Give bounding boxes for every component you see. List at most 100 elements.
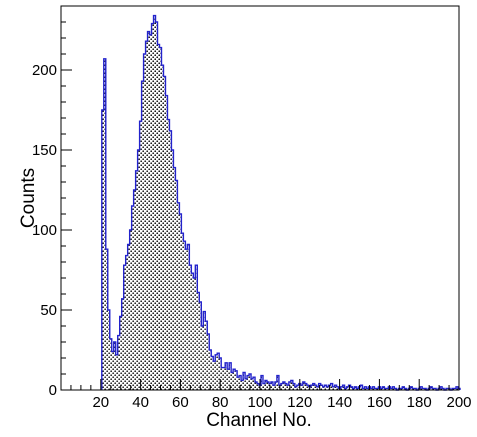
histogram-bar <box>322 386 325 390</box>
histogram-bar <box>251 378 254 390</box>
x-tick-label: 120 <box>287 394 312 411</box>
histogram-bar <box>249 374 252 390</box>
histogram-bar <box>414 388 417 390</box>
histogram-bar <box>336 386 339 390</box>
histogram-bar <box>247 375 250 390</box>
histogram-bar <box>205 321 208 390</box>
histogram-bar <box>362 388 365 390</box>
histogram-bar <box>442 388 445 390</box>
histogram-bar <box>197 292 200 390</box>
histogram-bar <box>400 388 403 390</box>
histogram-bar <box>153 15 156 390</box>
histogram-bar <box>270 382 273 390</box>
histogram-bar <box>262 383 265 390</box>
histogram-bar <box>231 372 234 390</box>
histogram-bar <box>261 375 263 390</box>
histogram-bar <box>257 383 259 390</box>
histogram-bar <box>117 335 120 390</box>
histogram-bar <box>187 244 190 390</box>
histogram-bar <box>201 326 204 390</box>
histogram-bar <box>149 34 152 391</box>
histogram-bar <box>229 362 232 390</box>
histogram-bar <box>141 81 144 390</box>
x-tick-label: 60 <box>172 394 189 411</box>
histogram-bar <box>125 255 128 390</box>
histogram-bar <box>290 380 293 390</box>
histogram-bar <box>145 41 148 390</box>
y-tick-label: 100 <box>32 222 57 239</box>
histogram-bar <box>272 385 275 390</box>
histogram-bar <box>115 354 118 390</box>
histogram-bar <box>189 265 192 390</box>
histogram-bar <box>360 385 363 390</box>
histogram-bar <box>440 386 443 390</box>
histogram-bar <box>386 388 389 390</box>
y-axis: 0 50 100 150 200 <box>32 5 72 399</box>
histogram-bar <box>123 265 126 390</box>
histogram-bar <box>422 388 425 390</box>
histogram-bar <box>161 65 164 390</box>
histogram-bar <box>183 241 186 390</box>
histogram-bar <box>113 342 116 390</box>
histogram-bar <box>310 385 313 390</box>
histogram-bar <box>227 369 230 390</box>
histogram-bar <box>215 354 218 390</box>
histogram-bar <box>135 170 138 390</box>
histogram-bar <box>151 23 154 390</box>
histogram-bar <box>424 388 427 390</box>
histogram-bar <box>213 361 216 390</box>
histogram-bar <box>241 380 244 390</box>
histogram-bar <box>402 386 405 390</box>
histogram-bar <box>412 388 415 390</box>
histogram-bar <box>382 386 385 390</box>
histogram-bar <box>103 58 106 391</box>
histogram-bar <box>185 249 188 390</box>
histogram-bar <box>446 388 449 390</box>
histogram-bar <box>237 377 240 390</box>
histogram-bar <box>107 310 110 390</box>
histogram-bar <box>105 249 108 390</box>
histogram-bar <box>167 119 170 390</box>
histogram-bar <box>392 386 395 390</box>
histogram-bar <box>266 382 269 390</box>
x-axis-title: Channel No. <box>206 410 312 431</box>
histogram-bar <box>203 311 206 390</box>
histogram-bar <box>111 351 114 390</box>
histogram-bar <box>274 382 277 390</box>
histogram-bar <box>342 385 345 390</box>
histogram-bar <box>191 273 194 390</box>
histogram-bar <box>119 316 122 390</box>
histogram-bar <box>177 202 180 390</box>
histogram-bar <box>243 372 246 390</box>
histogram-bar <box>352 388 355 390</box>
histogram-bar <box>175 180 178 390</box>
histogram-bar <box>430 386 433 390</box>
histogram-bar <box>219 358 222 390</box>
histogram-bar <box>282 382 285 390</box>
histogram-bar <box>306 385 309 390</box>
histogram-bar <box>302 382 305 390</box>
histogram-bar <box>159 47 162 390</box>
histogram-bar <box>370 388 373 390</box>
histogram-bar <box>312 383 315 390</box>
histogram-bar <box>221 367 224 390</box>
histogram-bar <box>276 375 279 390</box>
histogram-bar <box>101 110 104 390</box>
histogram-bar <box>366 388 369 390</box>
histogram-bar <box>344 388 347 390</box>
histogram-bar <box>235 370 238 390</box>
histogram-bar <box>179 214 182 390</box>
histogram-bar <box>304 383 307 390</box>
histogram-bar <box>296 385 299 390</box>
x-tick-label: 180 <box>407 394 432 411</box>
histogram-bar <box>193 278 196 390</box>
x-tick-label: 80 <box>212 394 229 411</box>
x-tick-label: 140 <box>327 394 352 411</box>
histogram-bar <box>320 385 323 390</box>
histogram-bar <box>372 386 375 390</box>
histogram-bar <box>209 350 212 390</box>
histogram-bar <box>239 375 242 390</box>
histogram-bars <box>101 15 460 391</box>
histogram-bar <box>376 388 379 390</box>
